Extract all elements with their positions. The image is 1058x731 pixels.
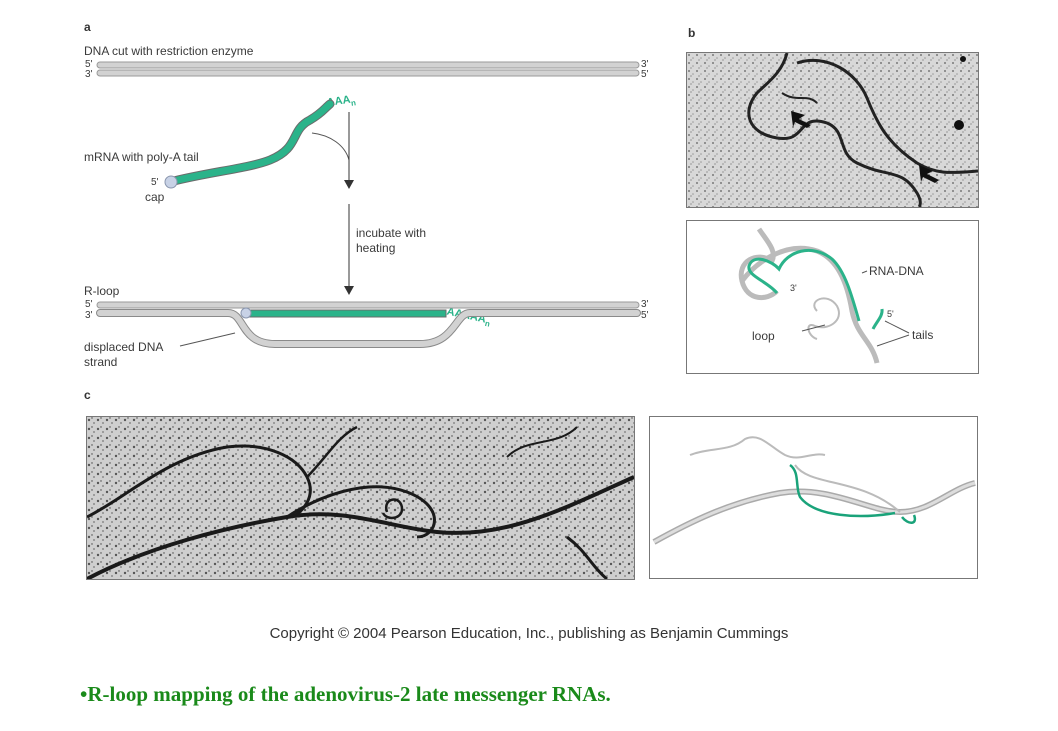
- dna-lower-strand: [96, 69, 640, 77]
- panel-a-letter: a: [84, 20, 91, 34]
- displaced-strand-line1: displaced DNA: [84, 340, 164, 354]
- rloop-title: R-loop: [84, 284, 120, 298]
- dna-left-3prime: 3': [85, 69, 93, 80]
- copyright-text: Copyright © 2004 Pearson Education, Inc.…: [269, 625, 789, 642]
- rloop-left-3prime: 3': [85, 310, 93, 321]
- dna-title: DNA cut with restriction enzyme: [84, 44, 254, 58]
- dna-right-3prime: 3': [641, 59, 649, 70]
- rna-dna-label: RNA-DNA: [869, 264, 924, 278]
- panel-b-schematic-art: [738, 227, 910, 364]
- dna-left-5prime: 5': [85, 59, 93, 70]
- panel-c-micrograph-art: [87, 417, 634, 579]
- mrna-to-arrow-curve: [311, 132, 350, 161]
- arrow-head-upper: [344, 180, 354, 189]
- step-label-line1: incubate with: [356, 226, 427, 240]
- micro-b-arrow-2: [919, 165, 939, 183]
- panel-b-micrograph-art: [687, 53, 978, 207]
- micro-c-main-strand: [87, 475, 634, 579]
- displaced-strand-leader: [179, 332, 236, 347]
- tails-label: tails: [912, 328, 934, 342]
- dna-right-5prime: 5': [641, 69, 649, 80]
- rloop-rna-hybrid: [245, 309, 447, 318]
- loop-label: loop: [752, 329, 775, 343]
- panel-c-micrograph: [86, 416, 635, 580]
- cap-label: cap: [145, 190, 165, 204]
- step-label-line2: heating: [356, 241, 396, 255]
- panel-b-letter: b: [688, 26, 696, 40]
- slide-caption: •R-loop mapping of the adenovirus-2 late…: [80, 682, 611, 706]
- mrna-5prime: 5': [151, 177, 159, 188]
- rloop-lower-strand: [96, 309, 641, 348]
- schematic-b-3prime: 3': [790, 283, 797, 293]
- mrna-label: mRNA with poly-A tail: [84, 150, 199, 164]
- rloop-upper-strand: [96, 301, 640, 309]
- panel-b-schematic: RNA-DNA 3' 5' loop tails: [686, 220, 979, 374]
- panel-c-letter: c: [84, 388, 91, 402]
- panel-c-schematic-art: [652, 436, 976, 545]
- rloop-cap: [240, 307, 252, 319]
- panel-c-schematic: [649, 416, 978, 579]
- panel-b-micrograph: [686, 52, 979, 208]
- arrow-head-lower: [344, 286, 354, 295]
- displaced-strand-line2: strand: [84, 355, 118, 369]
- mrna-cap: [164, 175, 178, 189]
- dna-upper-strand: [96, 61, 640, 69]
- micro-b-molecule: [747, 53, 922, 207]
- rloop-left-5prime: 5': [85, 299, 93, 310]
- schematic-b-rna: [747, 248, 861, 322]
- schematic-c-rna: [789, 463, 896, 518]
- rloop-right-3prime: 3': [641, 299, 649, 310]
- rloop-right-5prime: 5': [641, 310, 649, 321]
- mrna-strand: [169, 99, 335, 186]
- schematic-b-5prime: 5': [887, 309, 894, 319]
- micro-b-arrow-1: [791, 111, 811, 128]
